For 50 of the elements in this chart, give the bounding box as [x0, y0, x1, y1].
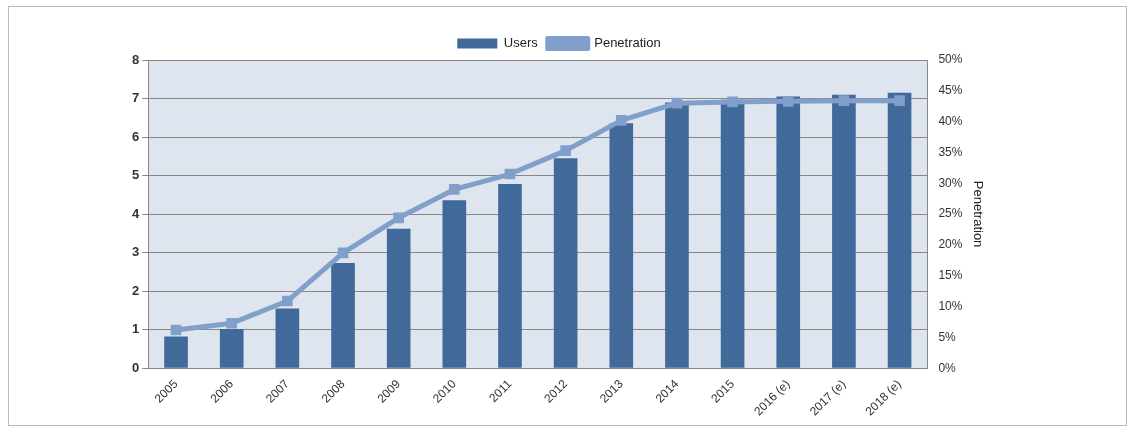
bar	[776, 96, 801, 368]
y-tick-label: 0	[132, 359, 140, 375]
y-tick-label: 6	[132, 128, 140, 144]
point	[170, 324, 182, 336]
legend-label: Users	[503, 35, 539, 51]
point	[560, 145, 571, 156]
y-tick-label: 4	[132, 205, 140, 221]
y-tick-label: 3	[132, 244, 140, 260]
point	[671, 97, 683, 109]
point	[449, 184, 460, 195]
bar	[887, 92, 912, 368]
point	[393, 212, 404, 224]
point	[337, 247, 349, 259]
bar	[164, 336, 188, 368]
y-tick-label: 5	[132, 167, 140, 183]
point	[504, 168, 516, 180]
bar	[609, 123, 634, 368]
bar	[219, 328, 244, 368]
point	[727, 96, 738, 108]
point	[282, 295, 293, 307]
y-tick-label: 1	[132, 321, 140, 337]
point	[615, 115, 627, 126]
y2-tick-label: 45%	[938, 83, 963, 98]
bar	[275, 308, 300, 368]
point	[894, 95, 905, 107]
bar	[386, 228, 411, 368]
y2-tick-label: 20%	[938, 237, 963, 252]
bar	[498, 184, 522, 368]
bar	[553, 158, 578, 368]
y-tick-label: 8	[132, 51, 140, 67]
y2-tick-label: 40%	[938, 113, 963, 128]
y2-tick-label: 15%	[938, 268, 963, 283]
y2-tick-label: 5%	[938, 329, 957, 344]
bar	[832, 94, 856, 368]
y2-tick-label: 25%	[938, 206, 963, 221]
y2-tick-label: 30%	[938, 175, 963, 190]
y2-axis-title: Penetration	[970, 180, 986, 248]
y2-tick-label: 10%	[938, 298, 963, 313]
point	[838, 95, 850, 107]
point	[226, 317, 238, 329]
y-tick-label: 7	[132, 90, 140, 106]
y2-tick-label: 0%	[938, 360, 957, 375]
bar	[665, 102, 689, 368]
legend-label: Penetration	[594, 35, 661, 51]
point	[782, 95, 794, 107]
y2-tick-label: 35%	[938, 144, 963, 159]
y2-tick-label: 50%	[938, 52, 963, 67]
bar	[331, 263, 355, 368]
y-tick-label: 2	[132, 282, 140, 298]
bar	[442, 200, 467, 368]
